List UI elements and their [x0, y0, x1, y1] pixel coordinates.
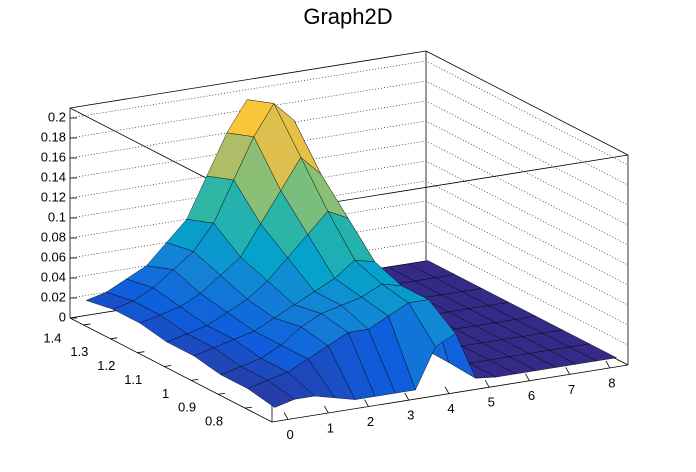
z-tick-label: 0.02 [41, 289, 66, 304]
x-tick [364, 399, 369, 407]
y-tick [191, 379, 199, 381]
z-tick-label: 0.2 [48, 109, 66, 124]
x-tick-label: 5 [488, 395, 495, 410]
x-tick-label: 0 [286, 427, 293, 442]
y-tick-label: 1.4 [43, 330, 61, 345]
x-tick [565, 367, 571, 375]
x-tick [323, 405, 329, 414]
z-tick-label: 0.1 [48, 209, 66, 224]
z-tick-label: 0.16 [41, 149, 66, 164]
y-tick-label: 1 [162, 386, 169, 401]
x-tick [404, 392, 410, 401]
y-tick-label: 1.2 [97, 358, 115, 373]
box-edge [271, 364, 629, 423]
x-tick-label: 1 [327, 420, 334, 435]
z-tick-label: 0.18 [41, 129, 66, 144]
x-tick [444, 386, 450, 394]
y-tick [218, 392, 226, 395]
z-tick-label: 0.04 [41, 269, 66, 284]
y-tick [245, 406, 253, 409]
x-tick [605, 360, 611, 369]
x-tick-label: 2 [367, 414, 374, 429]
y-tick-label: 0.9 [178, 400, 196, 415]
y-tick [83, 323, 91, 326]
box-edge [69, 317, 273, 423]
x-tick [484, 380, 490, 388]
x-tick [525, 373, 530, 381]
z-tick-label: 0 [59, 309, 66, 324]
x-tick-label: 8 [608, 375, 615, 390]
chart-title: Graph2D [303, 4, 392, 29]
y-tick [110, 337, 118, 340]
z-tick-label: 0.14 [41, 169, 66, 184]
y-tick-label: 1.3 [70, 344, 88, 359]
y-tick-label: 1.1 [124, 372, 142, 387]
z-tick-label: 0.12 [41, 189, 66, 204]
x-tick-label: 6 [528, 388, 535, 403]
x-tick-label: 3 [407, 408, 414, 423]
x-tick-label: 7 [568, 382, 575, 397]
y-tick [164, 365, 172, 367]
y-tick [137, 351, 145, 354]
box-edge [425, 50, 629, 156]
x-tick-label: 4 [447, 401, 454, 416]
z-tick-label: 0.08 [41, 229, 66, 244]
z-tick-label: 0.06 [41, 249, 66, 264]
box-edge [69, 50, 427, 109]
x-tick [283, 412, 289, 420]
y-tick-label: 0.8 [205, 414, 223, 429]
surface-cell [247, 380, 295, 408]
